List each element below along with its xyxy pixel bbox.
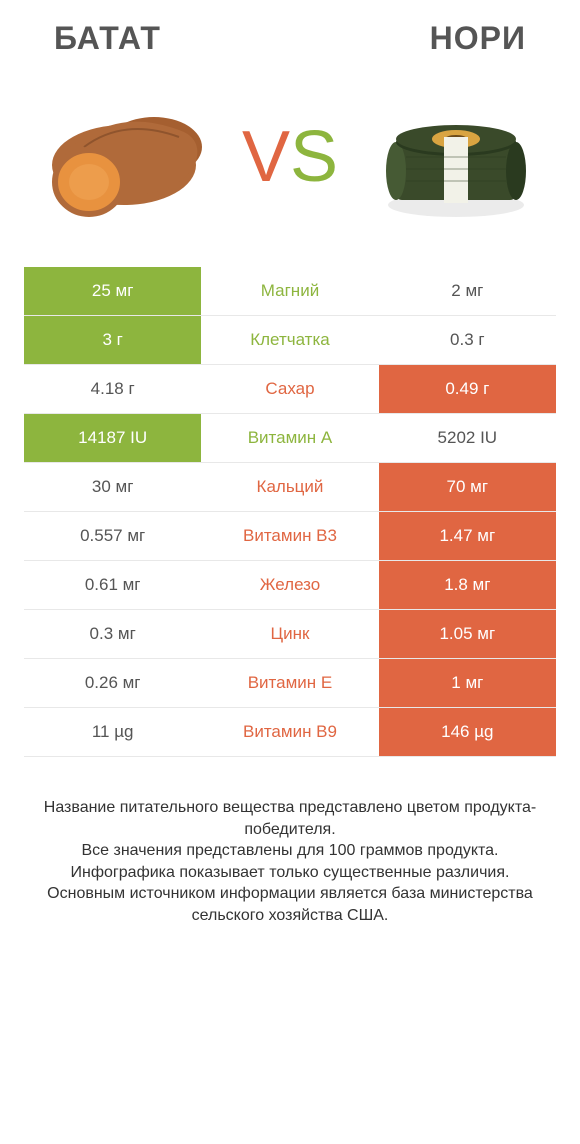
nutrient-label-cell: Магний xyxy=(201,267,378,315)
right-value-cell: 2 мг xyxy=(379,267,556,315)
nutrient-label-cell: Витамин A xyxy=(201,414,378,462)
right-value-cell: 1 мг xyxy=(379,659,556,707)
table-row: 0.557 мгВитамин B31.47 мг xyxy=(24,512,556,561)
left-value-cell: 0.3 мг xyxy=(24,610,201,658)
left-value-cell: 30 мг xyxy=(24,463,201,511)
nutrient-label-cell: Клетчатка xyxy=(201,316,378,364)
vs-s: S xyxy=(290,117,338,197)
product-images-row: VS xyxy=(24,67,556,267)
table-row: 0.3 мгЦинк1.05 мг xyxy=(24,610,556,659)
nutrient-label-cell: Витамин B9 xyxy=(201,708,378,756)
footer-line: Основным источником информации является … xyxy=(34,883,546,926)
table-row: 0.26 мгВитамин E1 мг xyxy=(24,659,556,708)
header: БАТАТ НОРИ xyxy=(24,20,556,67)
right-product-title: НОРИ xyxy=(430,20,526,57)
right-value-cell: 1.8 мг xyxy=(379,561,556,609)
left-value-cell: 3 г xyxy=(24,316,201,364)
footer-line: Все значения представлены для 100 граммо… xyxy=(34,840,546,862)
table-row: 0.61 мгЖелезо1.8 мг xyxy=(24,561,556,610)
left-value-cell: 25 мг xyxy=(24,267,201,315)
footer-line: Название питательного вещества представл… xyxy=(34,797,546,840)
right-value-cell: 70 мг xyxy=(379,463,556,511)
table-row: 25 мгМагний2 мг xyxy=(24,267,556,316)
table-row: 4.18 гСахар0.49 г xyxy=(24,365,556,414)
nutrient-label-cell: Витамин E xyxy=(201,659,378,707)
comparison-table: 25 мгМагний2 мг3 гКлетчатка0.3 г4.18 гСа… xyxy=(24,267,556,757)
right-value-cell: 146 µg xyxy=(379,708,556,756)
left-value-cell: 0.61 мг xyxy=(24,561,201,609)
left-product-title: БАТАТ xyxy=(54,20,161,57)
left-value-cell: 0.557 мг xyxy=(24,512,201,560)
table-row: 3 гКлетчатка0.3 г xyxy=(24,316,556,365)
vs-label: VS xyxy=(242,121,338,193)
right-value-cell: 0.3 г xyxy=(379,316,556,364)
table-row: 11 µgВитамин B9146 µg xyxy=(24,708,556,757)
right-value-cell: 5202 IU xyxy=(379,414,556,462)
nutrient-label-cell: Витамин B3 xyxy=(201,512,378,560)
nutrient-label-cell: Железо xyxy=(201,561,378,609)
right-value-cell: 0.49 г xyxy=(379,365,556,413)
left-value-cell: 11 µg xyxy=(24,708,201,756)
left-value-cell: 0.26 мг xyxy=(24,659,201,707)
table-row: 14187 IUВитамин A5202 IU xyxy=(24,414,556,463)
left-value-cell: 14187 IU xyxy=(24,414,201,462)
footer-notes: Название питательного вещества представл… xyxy=(24,797,556,927)
nutrient-label-cell: Кальций xyxy=(201,463,378,511)
table-row: 30 мгКальций70 мг xyxy=(24,463,556,512)
right-value-cell: 1.47 мг xyxy=(379,512,556,560)
nutrient-label-cell: Сахар xyxy=(201,365,378,413)
nori-roll-illustration xyxy=(366,87,546,227)
nutrient-label-cell: Цинк xyxy=(201,610,378,658)
left-value-cell: 4.18 г xyxy=(24,365,201,413)
footer-line: Инфографика показывает только существенн… xyxy=(34,862,546,884)
right-value-cell: 1.05 мг xyxy=(379,610,556,658)
vs-v: V xyxy=(242,117,290,197)
sweet-potato-illustration xyxy=(34,87,214,227)
